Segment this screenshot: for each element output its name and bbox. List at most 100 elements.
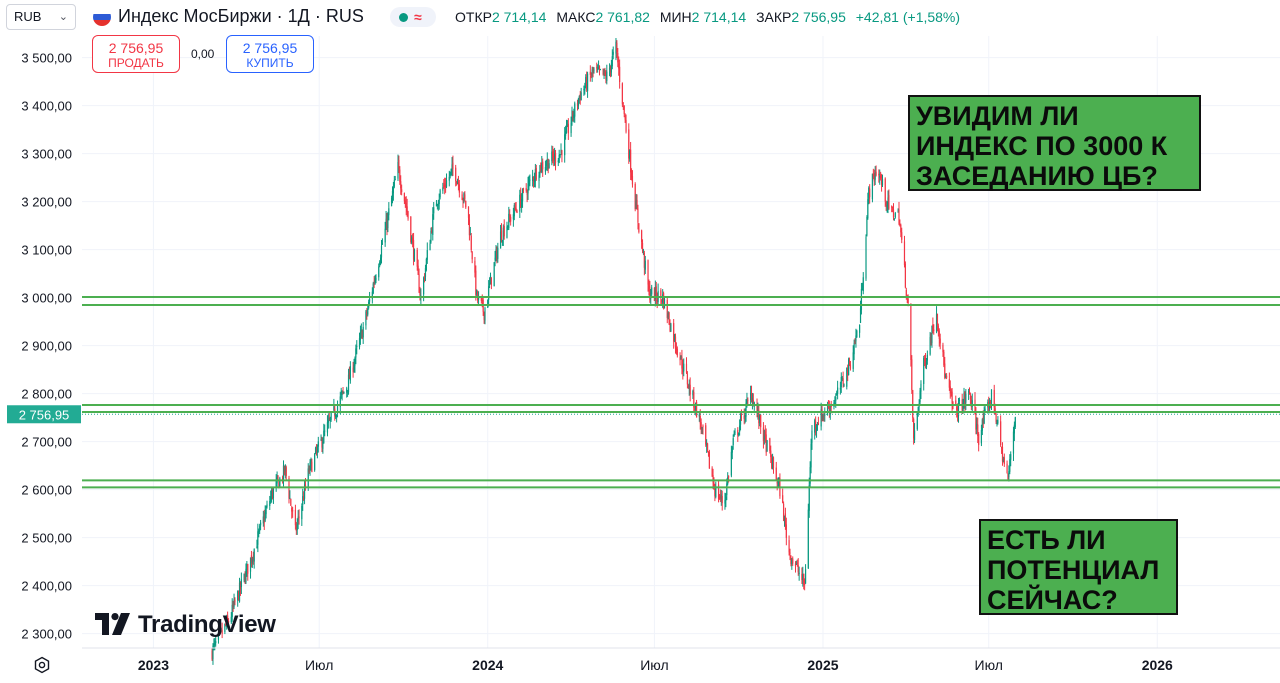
- candle-body: [437, 202, 439, 206]
- candle-body: [796, 562, 798, 564]
- buy-price: 2 756,95: [242, 40, 298, 56]
- candle-body: [320, 439, 322, 441]
- candle-body: [461, 194, 463, 200]
- open-label: ОТКР: [455, 9, 492, 25]
- sell-button[interactable]: 2 756,95 ПРОДАТЬ: [92, 35, 180, 73]
- candle-body: [885, 202, 887, 206]
- close-label: ЗАКР: [756, 9, 792, 25]
- candle-body: [314, 447, 317, 454]
- candle-body: [380, 245, 383, 258]
- candle-body: [739, 415, 742, 425]
- candle-body: [929, 337, 931, 355]
- annotation-question-potential[interactable]: ЕСТЬ ЛИ ПОТЕНЦИАЛ СЕЙЧАС?: [979, 519, 1178, 615]
- candle-body: [573, 114, 575, 119]
- support-resistance-levels[interactable]: [82, 295, 1280, 489]
- candle-body: [631, 175, 634, 185]
- candle-body: [707, 451, 710, 453]
- candle-body: [328, 418, 330, 420]
- flag-stripe-red: [93, 20, 111, 26]
- candle-body: [993, 389, 995, 408]
- open-value: 2 714,14: [491, 9, 547, 25]
- candle-body: [667, 313, 669, 318]
- candle-body: [989, 404, 991, 409]
- annotation-question-3000[interactable]: УВИДИМ ЛИ ИНДЕКС ПО 3000 К ЗАСЕДАНИЮ ЦБ?: [908, 95, 1201, 191]
- candle-body: [943, 351, 945, 366]
- candle-body: [456, 181, 458, 184]
- price-tick-label: 3 300,00: [21, 147, 72, 162]
- candle-body: [661, 299, 663, 302]
- currency-select[interactable]: RUB ⌄: [6, 4, 76, 30]
- candle-body: [401, 189, 403, 193]
- candle-body: [404, 200, 406, 204]
- candle-body: [418, 274, 420, 293]
- candle-body: [630, 149, 632, 173]
- candle-body: [935, 313, 938, 332]
- candle-body: [393, 180, 395, 187]
- candle-body: [647, 260, 649, 285]
- candle-body: [371, 291, 373, 299]
- candle-body: [790, 555, 792, 564]
- candle-body: [534, 169, 536, 182]
- price-tick-label: 3 500,00: [21, 51, 72, 66]
- candle-body: [733, 433, 735, 437]
- candle-body: [599, 69, 602, 71]
- candle-body: [651, 287, 653, 295]
- candle-body: [822, 413, 824, 420]
- candle-body: [251, 558, 253, 564]
- candle-body: [439, 190, 441, 198]
- candle-body: [931, 325, 933, 344]
- candle-body: [641, 242, 644, 251]
- candle-body: [321, 438, 323, 448]
- candle-body: [598, 65, 601, 71]
- candle-body: [590, 76, 592, 78]
- candle-body: [224, 623, 226, 632]
- candle-body: [936, 313, 939, 326]
- time-tick-label: 2025: [807, 657, 838, 673]
- candle-body: [814, 420, 816, 433]
- candle-body: [399, 169, 401, 182]
- candle-body: [949, 386, 951, 394]
- buy-button[interactable]: 2 756,95 КУПИТЬ: [226, 35, 314, 73]
- candle-body: [508, 213, 510, 229]
- candle-body: [702, 425, 704, 428]
- candle-body: [559, 154, 561, 157]
- candle-body: [785, 524, 787, 538]
- candle-body: [782, 495, 784, 503]
- candle-body: [220, 628, 222, 631]
- candle-body: [843, 384, 845, 386]
- candle-body: [714, 488, 716, 497]
- candle-body: [628, 129, 630, 159]
- candle-body: [948, 379, 950, 388]
- candle-body: [701, 427, 703, 429]
- candle-body: [226, 617, 228, 628]
- candle-body: [346, 388, 348, 393]
- candle-body: [860, 288, 863, 311]
- candle-body: [713, 483, 715, 488]
- candle-body: [663, 298, 666, 309]
- candle-body: [655, 286, 657, 299]
- candle-body: [616, 42, 618, 52]
- candle-body: [238, 591, 240, 601]
- candle-body: [725, 496, 727, 501]
- candle-body: [552, 151, 554, 157]
- candle-body: [535, 167, 537, 180]
- candle-body: [362, 326, 364, 338]
- candle-body: [670, 324, 672, 332]
- candle-body: [580, 92, 582, 101]
- candle-body: [801, 573, 803, 581]
- time-axis[interactable]: 2023 Июл 2024 Июл 2025 Июл 2026: [138, 657, 1173, 673]
- candle-body: [637, 208, 639, 223]
- candle-body: [214, 640, 216, 645]
- candle-body: [359, 332, 362, 340]
- settings-gear-icon[interactable]: [33, 656, 51, 674]
- price-axis[interactable]: 2 300,00 2 400,00 2 500,00 2 600,00 2 700,00…: [21, 51, 72, 642]
- close-value: 2 756,95: [791, 9, 846, 25]
- time-tick-label: 2024: [472, 657, 503, 673]
- candle-body: [431, 230, 433, 233]
- candle-body: [240, 579, 242, 588]
- symbol-title[interactable]: Индекс МосБиржи · 1Д · RUS: [118, 6, 364, 26]
- candle-body: [726, 483, 728, 496]
- candle-body: [501, 240, 503, 243]
- market-status-badge[interactable]: ≈: [390, 7, 436, 27]
